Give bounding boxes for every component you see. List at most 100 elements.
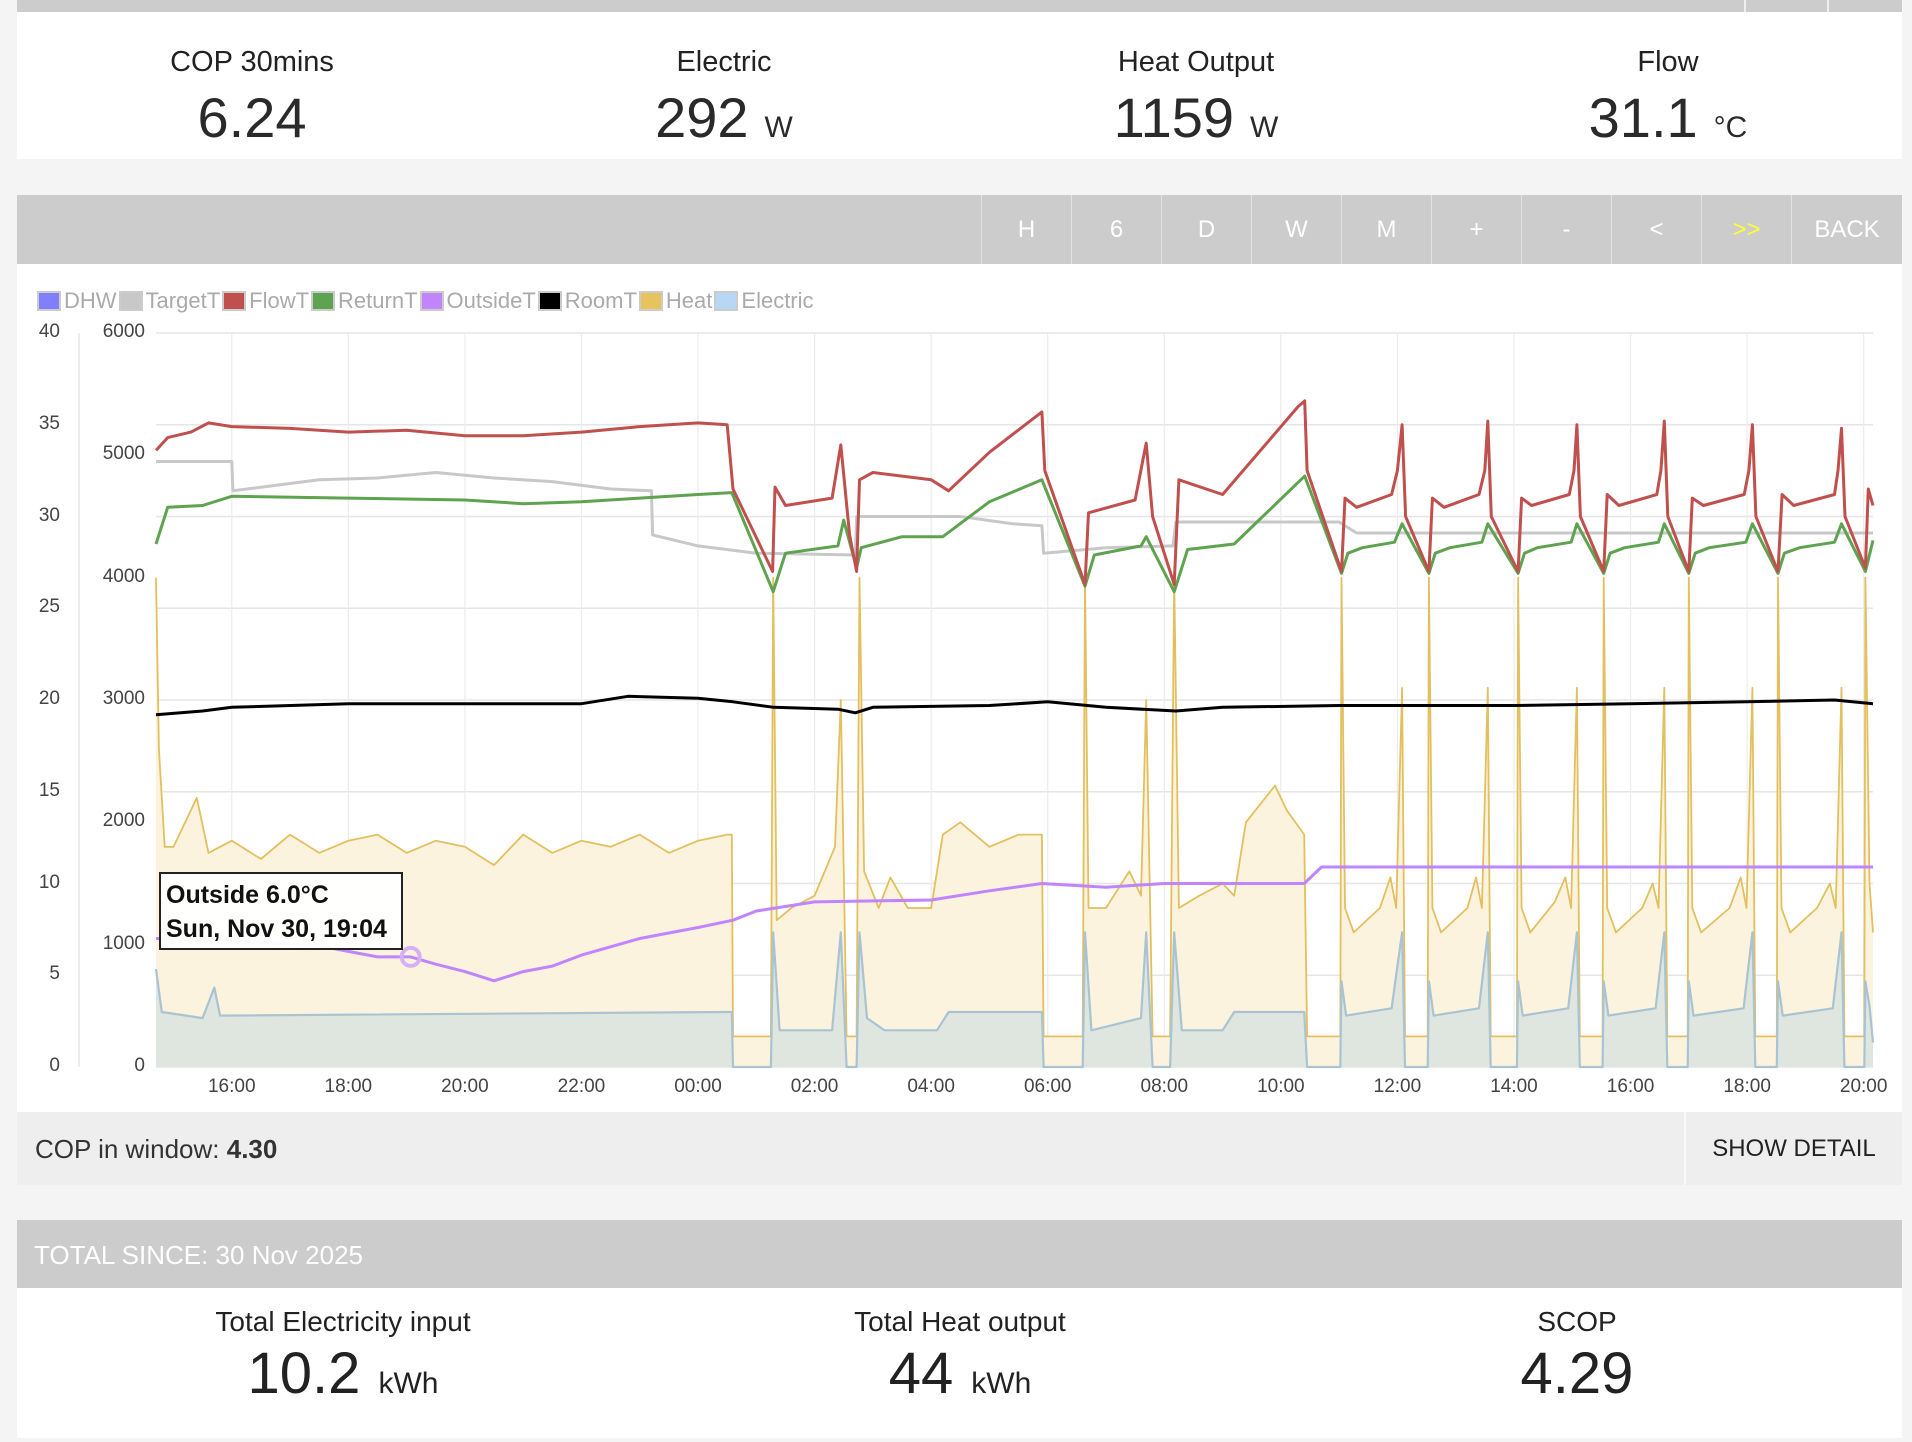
total-label: Total Heat output	[854, 1306, 1066, 1337]
stat-label: COP 30mins	[170, 46, 334, 78]
x-tick-label: 08:00	[1140, 1076, 1189, 1097]
pan-left-button[interactable]: <	[1611, 195, 1701, 264]
series-line-electric	[154, 931, 1875, 1069]
series-line-flowt	[154, 399, 1875, 586]
chart-legend: DHW TargetT FlowT ReturnT OutsideT RoomT Heat E…	[37, 288, 816, 314]
stat-value: 292	[655, 86, 749, 149]
x-tick-label: 06:00	[1023, 1076, 1072, 1097]
y-left-tick-label: 0	[49, 1055, 60, 1076]
stat-label: Heat Output	[1117, 46, 1275, 78]
stat-unit: W	[1250, 111, 1279, 144]
series-line-returnt	[154, 474, 1875, 594]
y-left-tick-label: 10	[38, 871, 60, 893]
legend-label: ReturnT	[338, 288, 418, 313]
legend-swatch	[222, 291, 247, 311]
back-button[interactable]: BACK	[1791, 195, 1902, 264]
x-tick-label: 16:00	[207, 1076, 256, 1097]
legend-label: OutsideT	[446, 288, 536, 313]
legend-label: TargetT	[145, 288, 221, 313]
stat-unit: W	[764, 111, 793, 144]
y-left-tick-label: 40	[38, 321, 60, 342]
total-since-header: TOTAL SINCE: 30 Nov 2025	[17, 1220, 1902, 1288]
legend-item-returnt[interactable]: ReturnT	[311, 288, 418, 314]
legend-item-outsidet[interactable]: OutsideT	[419, 288, 536, 314]
week-view-button[interactable]: W	[1251, 195, 1341, 264]
series-line-heat	[155, 576, 1874, 1038]
chart-tooltip: Outside 6.0°C Sun, Nov 30, 19:04	[159, 872, 403, 950]
legend-label: Electric	[741, 288, 814, 313]
y-right-tick-label: 2000	[102, 810, 145, 832]
legend-swatch	[638, 291, 663, 311]
y-right-tick-label: 3000	[102, 688, 145, 709]
total-electricity: Total Electricity input 10.2 kWh	[93, 1306, 593, 1407]
x-tick-label: 20:00	[1839, 1076, 1888, 1097]
series-area-electric	[156, 932, 1873, 1067]
total-value: 44	[888, 1341, 954, 1406]
legend-item-roomt[interactable]: RoomT	[537, 288, 637, 314]
stat-cop-30mins: COP 30mins 6.24	[52, 46, 452, 150]
zoom-out-button[interactable]: -	[1521, 195, 1611, 264]
x-tick-label: 12:00	[1373, 1076, 1422, 1097]
stat-label: Flow	[1637, 46, 1699, 78]
top-bar	[17, 0, 1902, 12]
total-label: SCOP	[1537, 1306, 1617, 1337]
y-right-tick-label: 6000	[102, 321, 145, 342]
total-value: 10.2	[247, 1341, 361, 1406]
y-right-tick-label: 0	[134, 1055, 145, 1076]
stat-value: 6.24	[197, 86, 307, 149]
chart-toolbar: H 6 D W M + - < >> BACK	[17, 195, 1902, 264]
stat-label: Electric	[676, 46, 772, 78]
zoom-in-button[interactable]: +	[1431, 195, 1521, 264]
day-view-button[interactable]: D	[1161, 195, 1251, 264]
total-value: 4.29	[1520, 1341, 1634, 1406]
show-detail-button[interactable]: SHOW DETAIL	[1684, 1112, 1902, 1185]
x-tick-label: 18:00	[324, 1076, 373, 1097]
y-right-tick-label: 4000	[102, 565, 145, 587]
y-right-tick-label: 5000	[102, 443, 145, 465]
hour-view-button[interactable]: H	[981, 195, 1071, 264]
y-left-tick-label: 15	[38, 779, 60, 801]
top-bar-divider	[1744, 0, 1746, 12]
legend-item-flowt[interactable]: FlowT	[222, 288, 309, 314]
y-left-tick-label: 30	[38, 504, 60, 526]
y-left-tick-label: 25	[38, 596, 60, 618]
stat-heat-output: Heat Output 1159 W	[996, 46, 1396, 150]
pan-right-button[interactable]: >>	[1701, 195, 1791, 264]
legend-swatch	[714, 291, 739, 311]
x-tick-label: 00:00	[674, 1076, 722, 1097]
tooltip-time: Sun, Nov 30, 19:04	[166, 915, 387, 943]
cop-window-bar: COP in window: 4.30 SHOW DETAIL	[17, 1112, 1902, 1185]
x-tick-label: 20:00	[441, 1076, 489, 1097]
total-unit: kWh	[971, 1367, 1032, 1400]
cop-window-label: COP in window:	[35, 1134, 220, 1164]
y-left-tick-label: 5	[49, 963, 60, 985]
x-tick-label: 04:00	[907, 1076, 955, 1097]
x-tick-label: 10:00	[1257, 1076, 1305, 1097]
x-tick-label: 18:00	[1723, 1076, 1771, 1097]
x-tick-label: 14:00	[1490, 1076, 1538, 1097]
legend-label: DHW	[64, 288, 117, 313]
stat-value: 1159	[1113, 86, 1235, 149]
legend-swatch	[537, 291, 562, 311]
total-heat: Total Heat output 44 kWh	[710, 1306, 1210, 1407]
total-unit: kWh	[378, 1367, 439, 1400]
legend-swatch	[37, 291, 61, 311]
stat-electric: Electric 292 W	[524, 46, 924, 150]
legend-item-heat[interactable]: Heat	[638, 288, 713, 314]
series-line-roomt	[155, 694, 1874, 717]
six-hour-view-button[interactable]: 6	[1071, 195, 1161, 264]
legend-item-targett[interactable]: TargetT	[118, 288, 221, 314]
legend-label: Heat	[665, 288, 713, 313]
legend-item-electric[interactable]: Electric	[714, 288, 814, 314]
hover-point-marker	[399, 945, 422, 968]
x-tick-label: 16:00	[1606, 1076, 1655, 1097]
cop-window-text: COP in window: 4.30	[35, 1134, 277, 1165]
series-line-outsidet	[155, 865, 1873, 983]
month-view-button[interactable]: M	[1341, 195, 1431, 264]
series-area-heat	[156, 577, 1873, 1067]
legend-label: RoomT	[564, 288, 637, 313]
total-scop: SCOP 4.29	[1327, 1306, 1827, 1407]
legend-item-dhw[interactable]: DHW	[37, 288, 117, 314]
x-tick-label: 22:00	[557, 1076, 606, 1097]
